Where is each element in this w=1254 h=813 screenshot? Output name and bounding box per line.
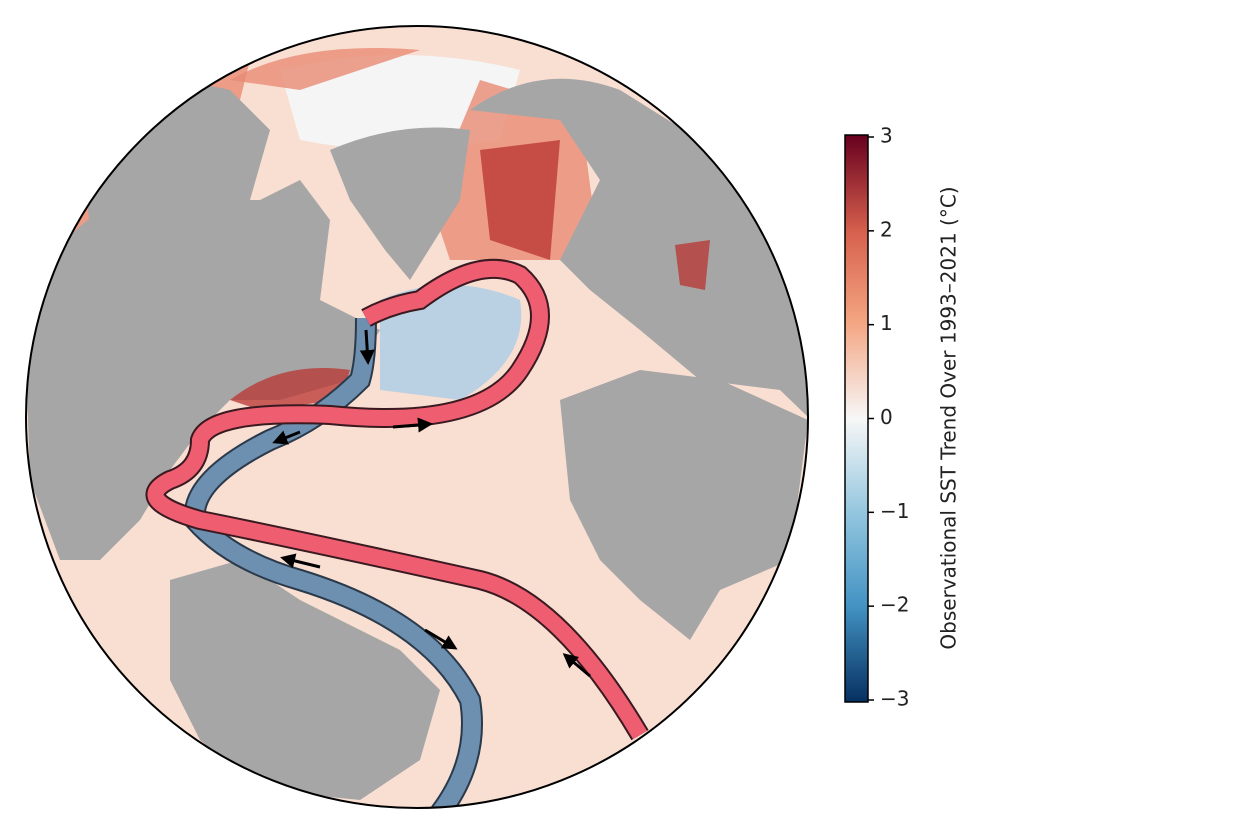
globe-outline bbox=[25, 25, 809, 809]
surface-current bbox=[147, 260, 647, 740]
colorbar-tick-label: −3 bbox=[880, 687, 909, 711]
africa bbox=[560, 370, 808, 640]
eurasia bbox=[470, 78, 808, 417]
colorbar-tick-label: 2 bbox=[880, 217, 893, 241]
arrow bbox=[392, 417, 433, 433]
greenland bbox=[330, 127, 470, 280]
colorbar bbox=[844, 134, 869, 703]
warm-barents bbox=[480, 140, 560, 260]
colorbar-tick-label: 0 bbox=[880, 405, 893, 429]
warm-arctic bbox=[230, 48, 420, 90]
north-america bbox=[26, 180, 380, 560]
colorbar-tick-label: −1 bbox=[880, 499, 909, 523]
arrow bbox=[562, 653, 591, 678]
warm-gulf-stream bbox=[230, 368, 350, 410]
deep-current bbox=[185, 317, 481, 808]
arctic-ice bbox=[280, 55, 520, 150]
arrow bbox=[424, 628, 458, 650]
cool-subpolar bbox=[380, 285, 522, 400]
arrow bbox=[272, 430, 301, 445]
arrow bbox=[280, 553, 321, 569]
warm-caspian bbox=[675, 240, 710, 290]
colorbar-tick-label: 3 bbox=[880, 124, 893, 148]
colorbar-label: Observational SST Trend Over 1993–2021 (… bbox=[937, 186, 961, 649]
colorbar-tick-label: 1 bbox=[880, 311, 893, 335]
arrow bbox=[359, 329, 375, 365]
flow-arrows bbox=[272, 329, 591, 678]
globe-map bbox=[26, 26, 808, 808]
south-america bbox=[170, 560, 440, 800]
colorbar-tick-label: −2 bbox=[880, 593, 909, 617]
